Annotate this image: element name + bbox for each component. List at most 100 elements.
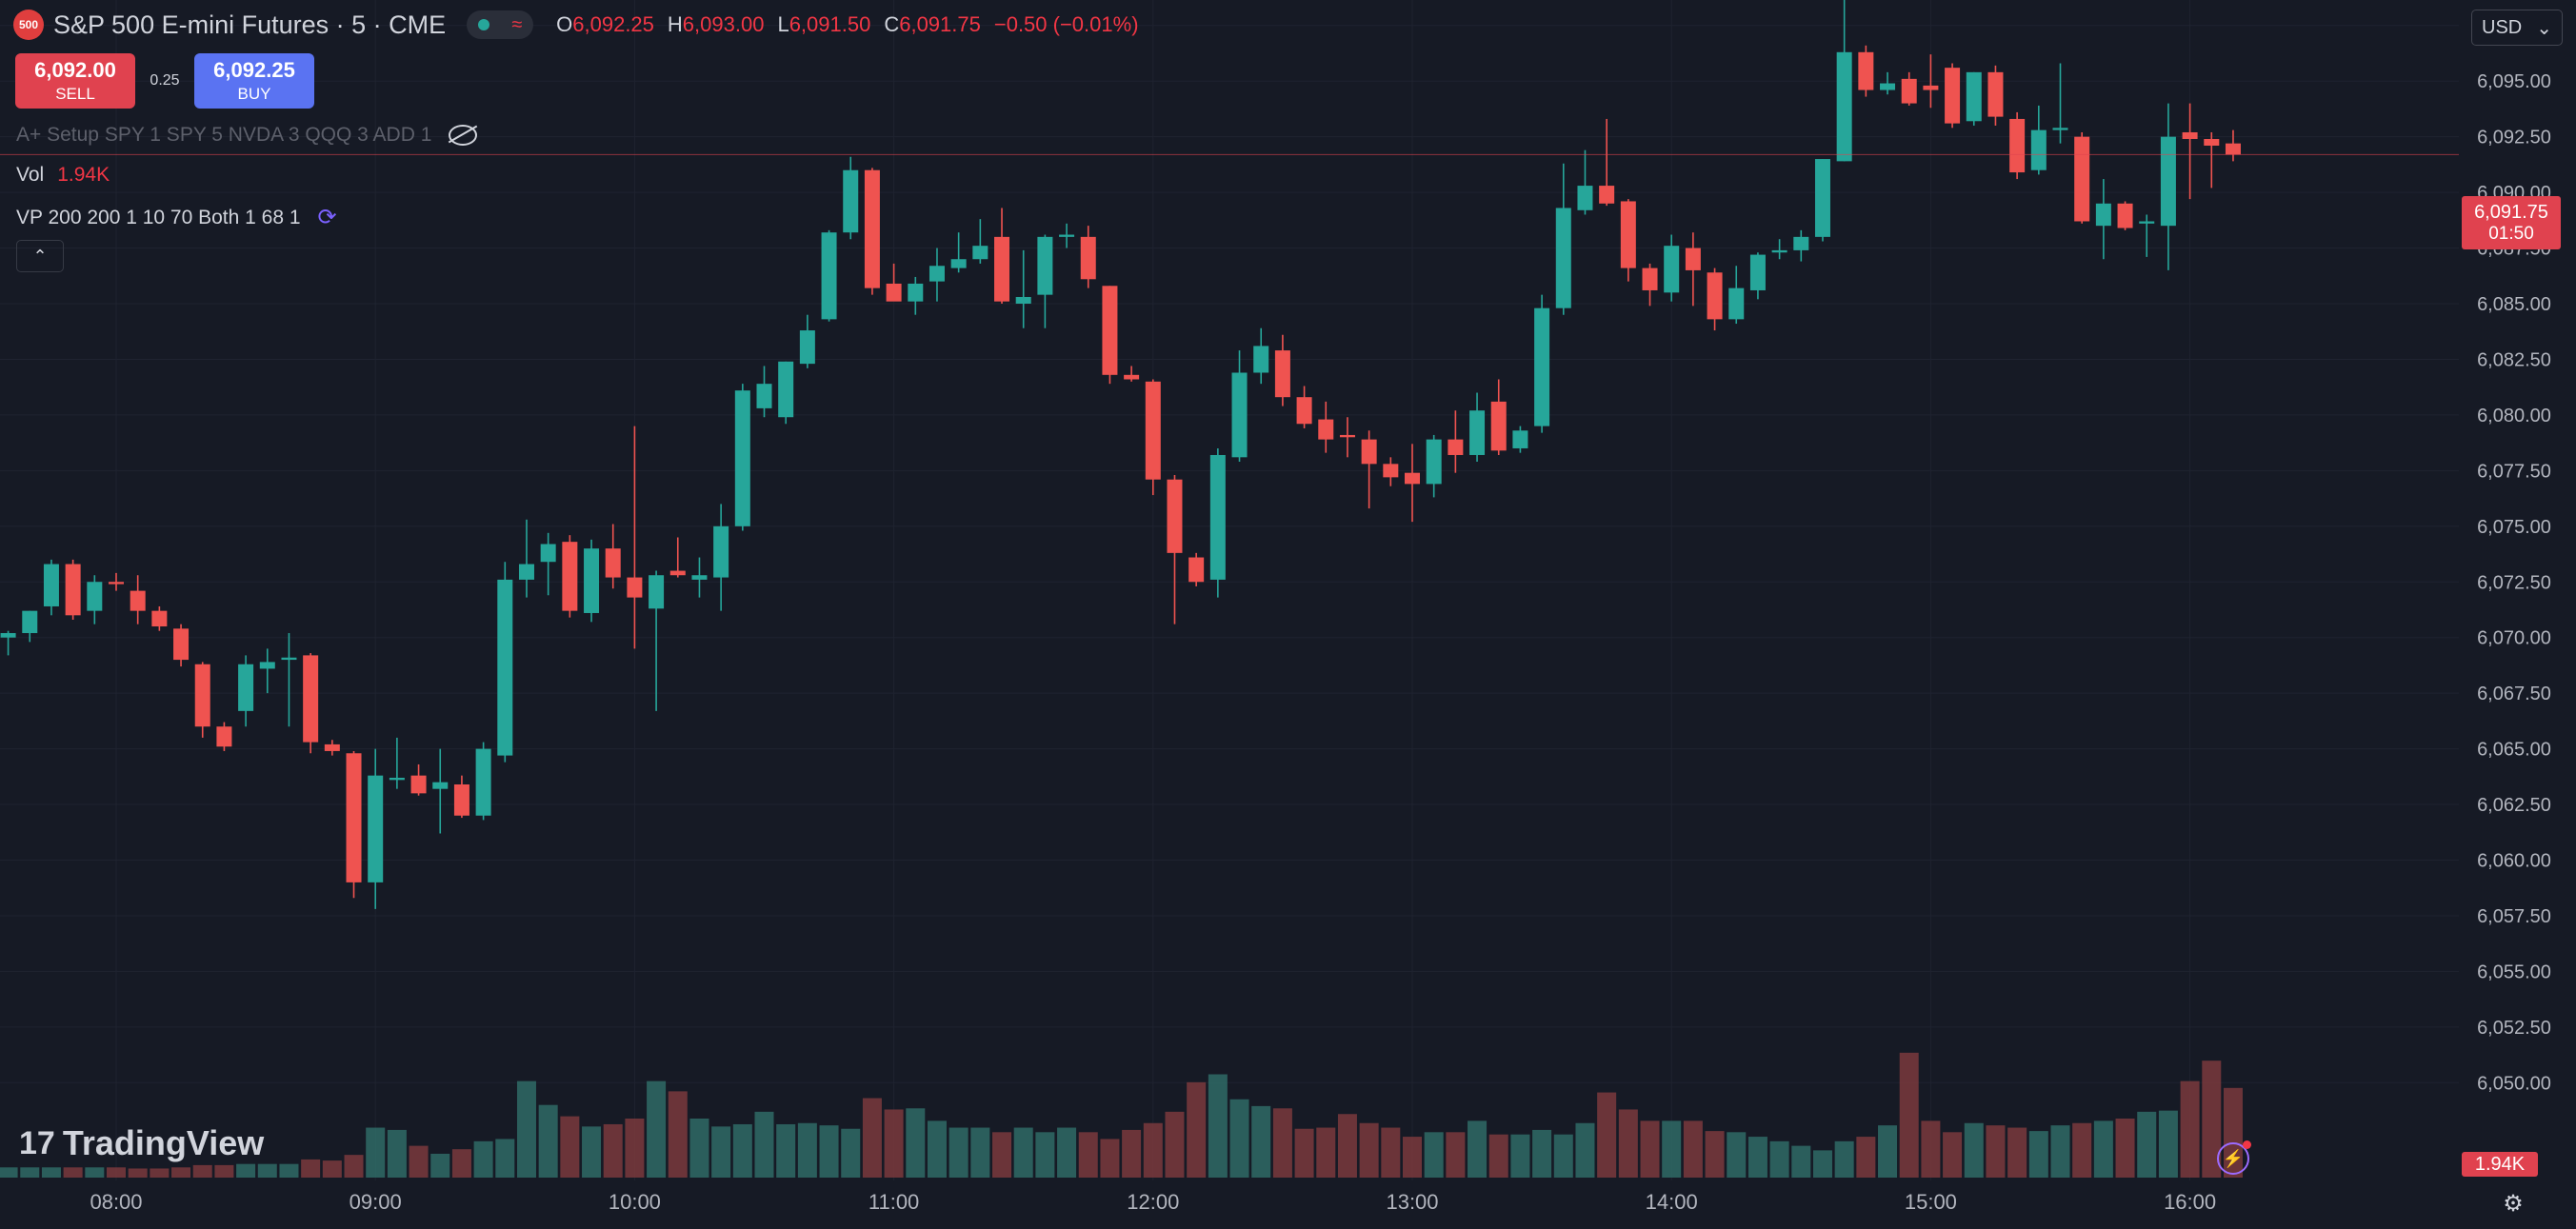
candle <box>1361 430 1377 509</box>
candle <box>1577 149 1593 215</box>
candle-body <box>22 610 38 634</box>
price-tick-label: 6,080.00 <box>2477 406 2551 426</box>
price-axis[interactable]: 6,050.00 6,052.50 6,055.00 6,057.50 6,060.00… <box>2477 16 2551 1095</box>
candle <box>1274 334 1290 406</box>
symbol-legend: 500 S&P 500 E-mini Futures · 5 · CME ≈ O… <box>13 10 1139 40</box>
candle-body <box>1880 83 1896 90</box>
candle-body <box>1426 439 1442 485</box>
volume-bar <box>366 1127 386 1178</box>
volume-bar <box>214 1164 234 1178</box>
candle <box>2117 201 2133 230</box>
volume-bar <box>1812 1150 1832 1178</box>
candle <box>1339 417 1355 458</box>
candle-body <box>1167 479 1183 553</box>
volume-bar <box>754 1111 774 1178</box>
indicator-setup[interactable]: A+ Setup SPY 1 SPY 5 NVDA 3 QQQ 3 ADD 1 <box>16 124 478 147</box>
volume-bar <box>841 1128 861 1178</box>
price-tick-label: 6,095.00 <box>2477 71 2551 92</box>
candle <box>1642 263 1658 307</box>
indicator-volume-profile[interactable]: VP 200 200 1 10 70 Both 1 68 1 ⟳ <box>16 204 337 231</box>
currency-value: USD <box>2482 16 2523 38</box>
candle-body <box>1274 350 1290 398</box>
collapse-legend-button[interactable]: ⌃ <box>16 240 64 272</box>
candle <box>691 557 708 598</box>
candle-body <box>1966 71 1982 122</box>
candle <box>1707 268 1723 331</box>
candle-body <box>691 575 708 580</box>
candle-body <box>562 542 578 611</box>
sell-button[interactable]: 6,092.00 SELL <box>15 53 135 109</box>
candle-body <box>410 775 427 794</box>
candle-body <box>2052 128 2068 130</box>
candle-body <box>540 544 556 563</box>
candle-body <box>1749 254 1766 290</box>
candle <box>475 742 491 821</box>
candle-body <box>1231 372 1248 458</box>
volume-bar <box>344 1155 364 1178</box>
volume-bar <box>1921 1120 1941 1178</box>
candle <box>1599 118 1615 207</box>
candle <box>368 748 384 909</box>
price-tick-label: 6,077.50 <box>2477 461 2551 482</box>
volume-bar <box>236 1163 256 1178</box>
hidden-eye-icon[interactable] <box>449 125 478 146</box>
price-tick-label: 6,057.50 <box>2477 906 2551 927</box>
candle-body <box>1793 236 1809 250</box>
indicator-volume[interactable]: Vol 1.94K <box>16 164 110 187</box>
candle <box>1685 232 1701 307</box>
price-tick-label: 6,075.00 <box>2477 517 2551 538</box>
candle-body <box>821 232 837 320</box>
volume-bar <box>1165 1111 1185 1178</box>
candle <box>1145 379 1161 496</box>
candle <box>1749 252 1766 300</box>
volume-bar <box>1337 1114 1357 1178</box>
candle <box>1534 294 1550 433</box>
candle <box>950 232 967 273</box>
volume-bar <box>1468 1120 1488 1178</box>
volume-bar <box>1618 1109 1638 1178</box>
candle <box>1405 444 1420 523</box>
chart-settings-gear-icon[interactable]: ⚙ <box>2503 1190 2524 1217</box>
volume-bar <box>1122 1129 1142 1178</box>
symbol-logo[interactable]: 500 <box>13 10 44 40</box>
volume-bar <box>1899 1052 1919 1178</box>
indicator-setup-label: A+ Setup SPY 1 SPY 5 NVDA 3 QQQ 3 ADD 1 <box>16 124 432 146</box>
volume-bar <box>1986 1125 2006 1178</box>
volume-bar <box>970 1127 990 1178</box>
candle <box>1448 410 1464 473</box>
candle-body <box>1814 159 1830 237</box>
currency-select[interactable]: USD ⌄ <box>2471 10 2563 46</box>
candle <box>1923 54 1939 109</box>
market-open-dot-icon <box>477 19 489 30</box>
volume-bar <box>949 1127 968 1178</box>
candle-body <box>1080 236 1096 280</box>
volume-bar <box>2028 1131 2048 1178</box>
candle <box>1037 234 1053 328</box>
candle-body <box>1124 374 1140 380</box>
lightning-alert-icon[interactable]: ⚡ <box>2217 1140 2251 1175</box>
candle-body <box>1901 78 1917 104</box>
candle <box>799 314 815 368</box>
price-tick-label: 6,065.00 <box>2477 740 2551 761</box>
market-status-toggle[interactable]: ≈ <box>467 10 534 39</box>
time-tick-label: 12:00 <box>1127 1190 1179 1214</box>
candle <box>1836 0 1852 162</box>
volume-bar <box>1769 1140 1789 1178</box>
symbol-title[interactable]: S&P 500 E-mini Futures · 5 · CME <box>53 10 447 39</box>
volume-bar <box>2115 1119 2135 1178</box>
candle-body <box>1577 186 1593 210</box>
candle-body <box>0 633 16 638</box>
candle-body <box>756 384 772 408</box>
candle <box>259 648 275 694</box>
volume-bar <box>150 1168 170 1178</box>
volume-bar <box>1747 1137 1767 1178</box>
candle <box>1426 434 1442 498</box>
time-tick-label: 13:00 <box>1386 1190 1438 1214</box>
volume-bar <box>192 1164 212 1178</box>
candle <box>1771 239 1787 260</box>
buy-button[interactable]: 6,092.25 BUY <box>194 53 314 109</box>
volume-bar <box>2093 1120 2113 1178</box>
time-axis[interactable]: 08:00 09:00 10:00 11:00 12:00 13:00 14:00 15:00… <box>90 1190 2576 1214</box>
tradingview-logo[interactable]: 17 TradingView <box>19 1123 264 1163</box>
